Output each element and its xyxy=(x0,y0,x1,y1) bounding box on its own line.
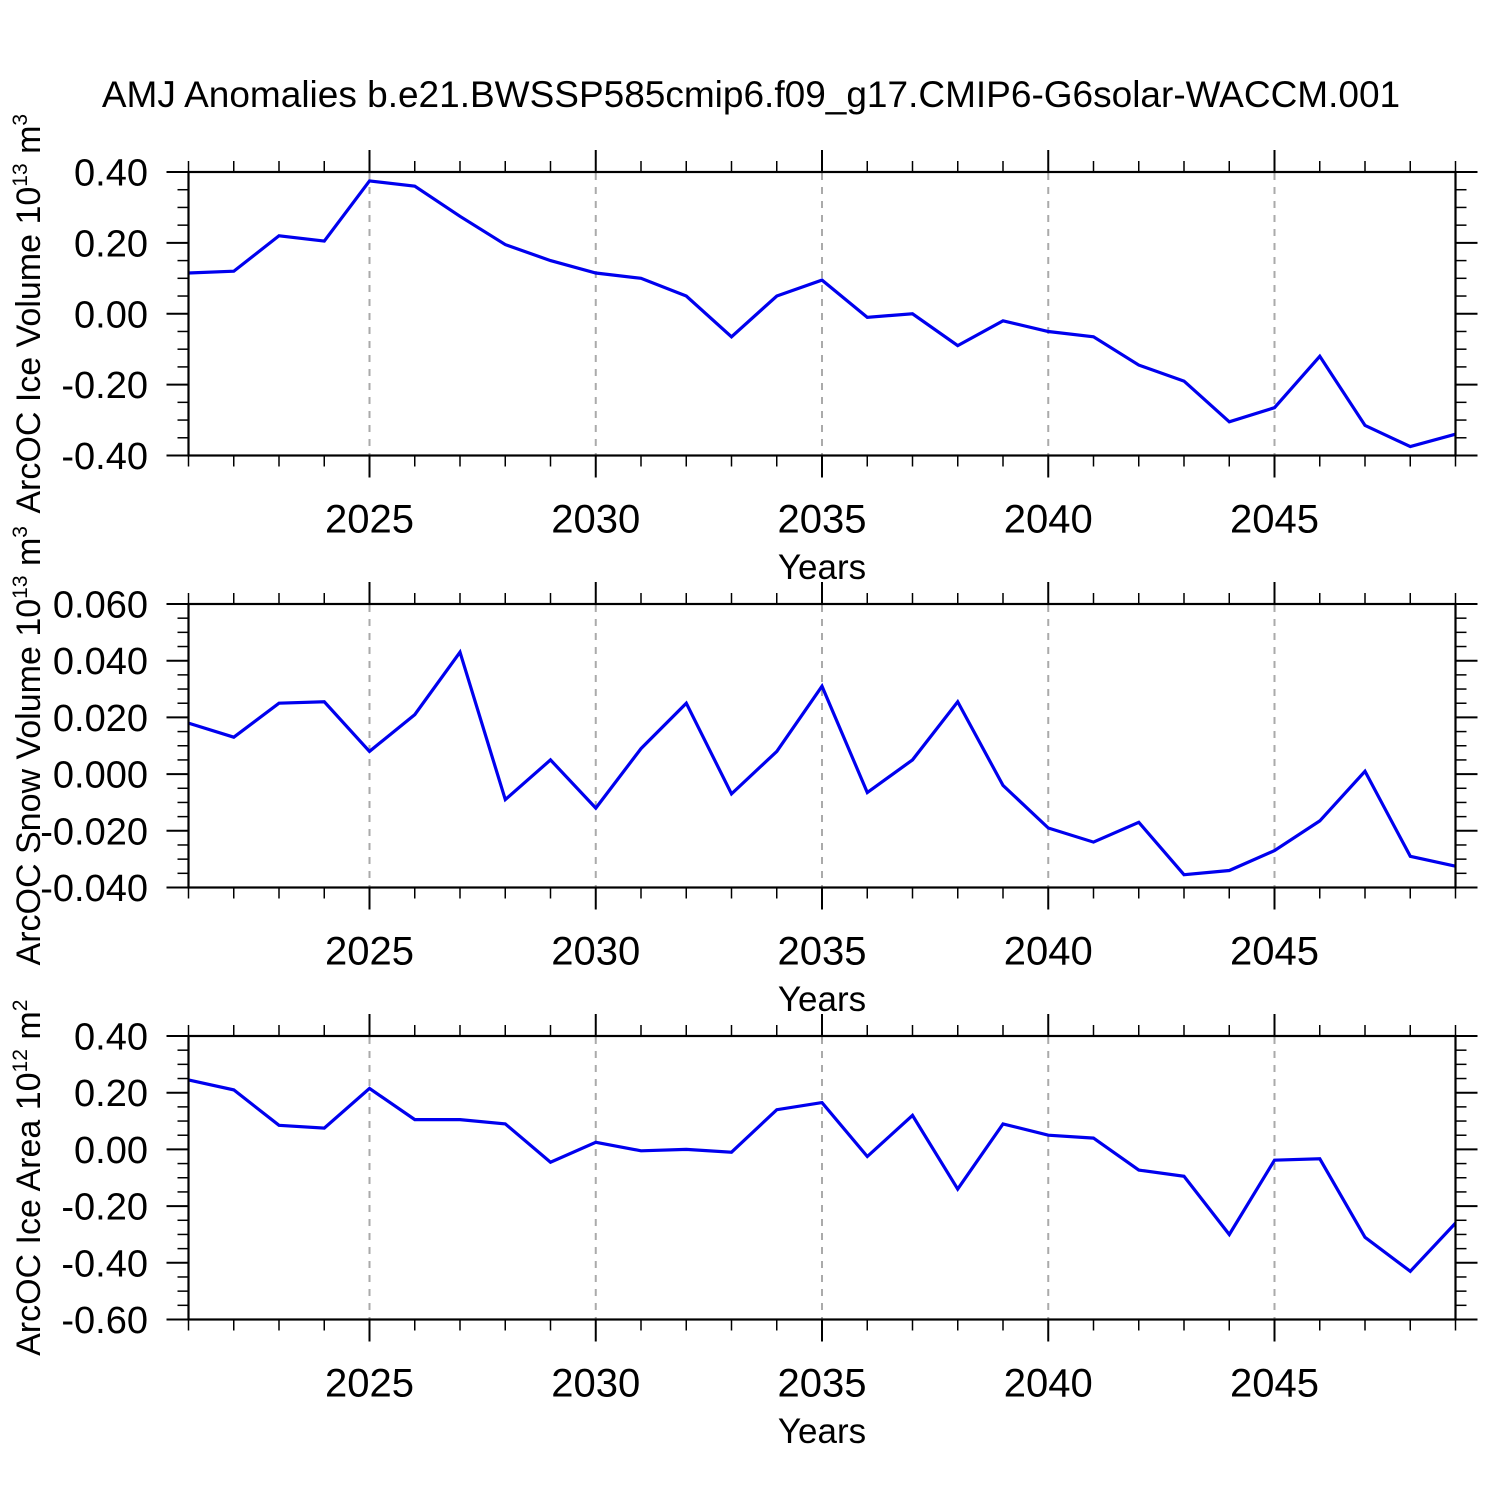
plot-box xyxy=(187,1034,1457,1321)
x-tick-label: 2035 xyxy=(778,1362,867,1406)
y-tick-label: 0.00 xyxy=(74,294,148,336)
y-tick-label: -0.040 xyxy=(40,868,148,910)
y-tick-label: -0.20 xyxy=(61,1187,148,1229)
y-tick-label: -0.40 xyxy=(61,436,148,478)
x-tick-label: 2025 xyxy=(325,498,414,542)
y-tick-label: 0.020 xyxy=(53,698,148,740)
y-tick-label: 0.040 xyxy=(53,641,148,683)
x-axis-title: Years xyxy=(777,547,867,587)
x-tick-label: 2035 xyxy=(778,930,867,974)
series-line xyxy=(188,648,1456,877)
x-tick-label: 2045 xyxy=(1230,498,1319,542)
x-tick-label: 2025 xyxy=(325,1362,414,1406)
y-tick-label: -0.020 xyxy=(40,811,148,853)
plot-box xyxy=(187,602,1457,889)
x-tick-label: 2035 xyxy=(778,498,867,542)
x-tick-label: 2030 xyxy=(551,498,640,542)
series-line xyxy=(188,179,1456,449)
x-tick-label: 2030 xyxy=(551,1362,640,1406)
y-tick-label: 0.00 xyxy=(74,1130,148,1172)
y-tick-label: 0.40 xyxy=(74,153,148,195)
figure-title: AMJ Anomalies b.e21.BWSSP585cmip6.f09_g1… xyxy=(101,74,1401,115)
x-tick-label: 2040 xyxy=(1004,498,1093,542)
y-tick-label: -0.40 xyxy=(61,1243,148,1285)
x-tick-label: 2045 xyxy=(1230,1362,1319,1406)
y-tick-label: 0.20 xyxy=(74,223,148,265)
y-tick-label: 0.40 xyxy=(74,1017,148,1059)
y-tick-label: 0.060 xyxy=(53,585,148,627)
y-axis-title: ArcOC Ice Area 1012 m2 xyxy=(9,1000,48,1356)
y-tick-label: -0.60 xyxy=(61,1300,148,1342)
y-tick-label: -0.20 xyxy=(61,365,148,407)
plot-box xyxy=(187,170,1457,457)
x-axis-title: Years xyxy=(777,979,867,1019)
x-tick-label: 2030 xyxy=(551,930,640,974)
series-line xyxy=(188,1078,1457,1274)
y-tick-label: 0.20 xyxy=(74,1073,148,1115)
x-tick-label: 2040 xyxy=(1004,1362,1093,1406)
y-tick-label: 0.000 xyxy=(53,755,148,797)
x-tick-label: 2045 xyxy=(1230,930,1319,974)
y-axis-title: ArcOC Ice Volume 1013 m3 xyxy=(9,114,48,514)
x-tick-label: 2025 xyxy=(325,930,414,974)
x-axis-title: Years xyxy=(777,1411,867,1451)
y-axis-title: ArcOC Snow Volume 1013 m3 xyxy=(9,526,48,965)
x-tick-label: 2040 xyxy=(1004,930,1093,974)
